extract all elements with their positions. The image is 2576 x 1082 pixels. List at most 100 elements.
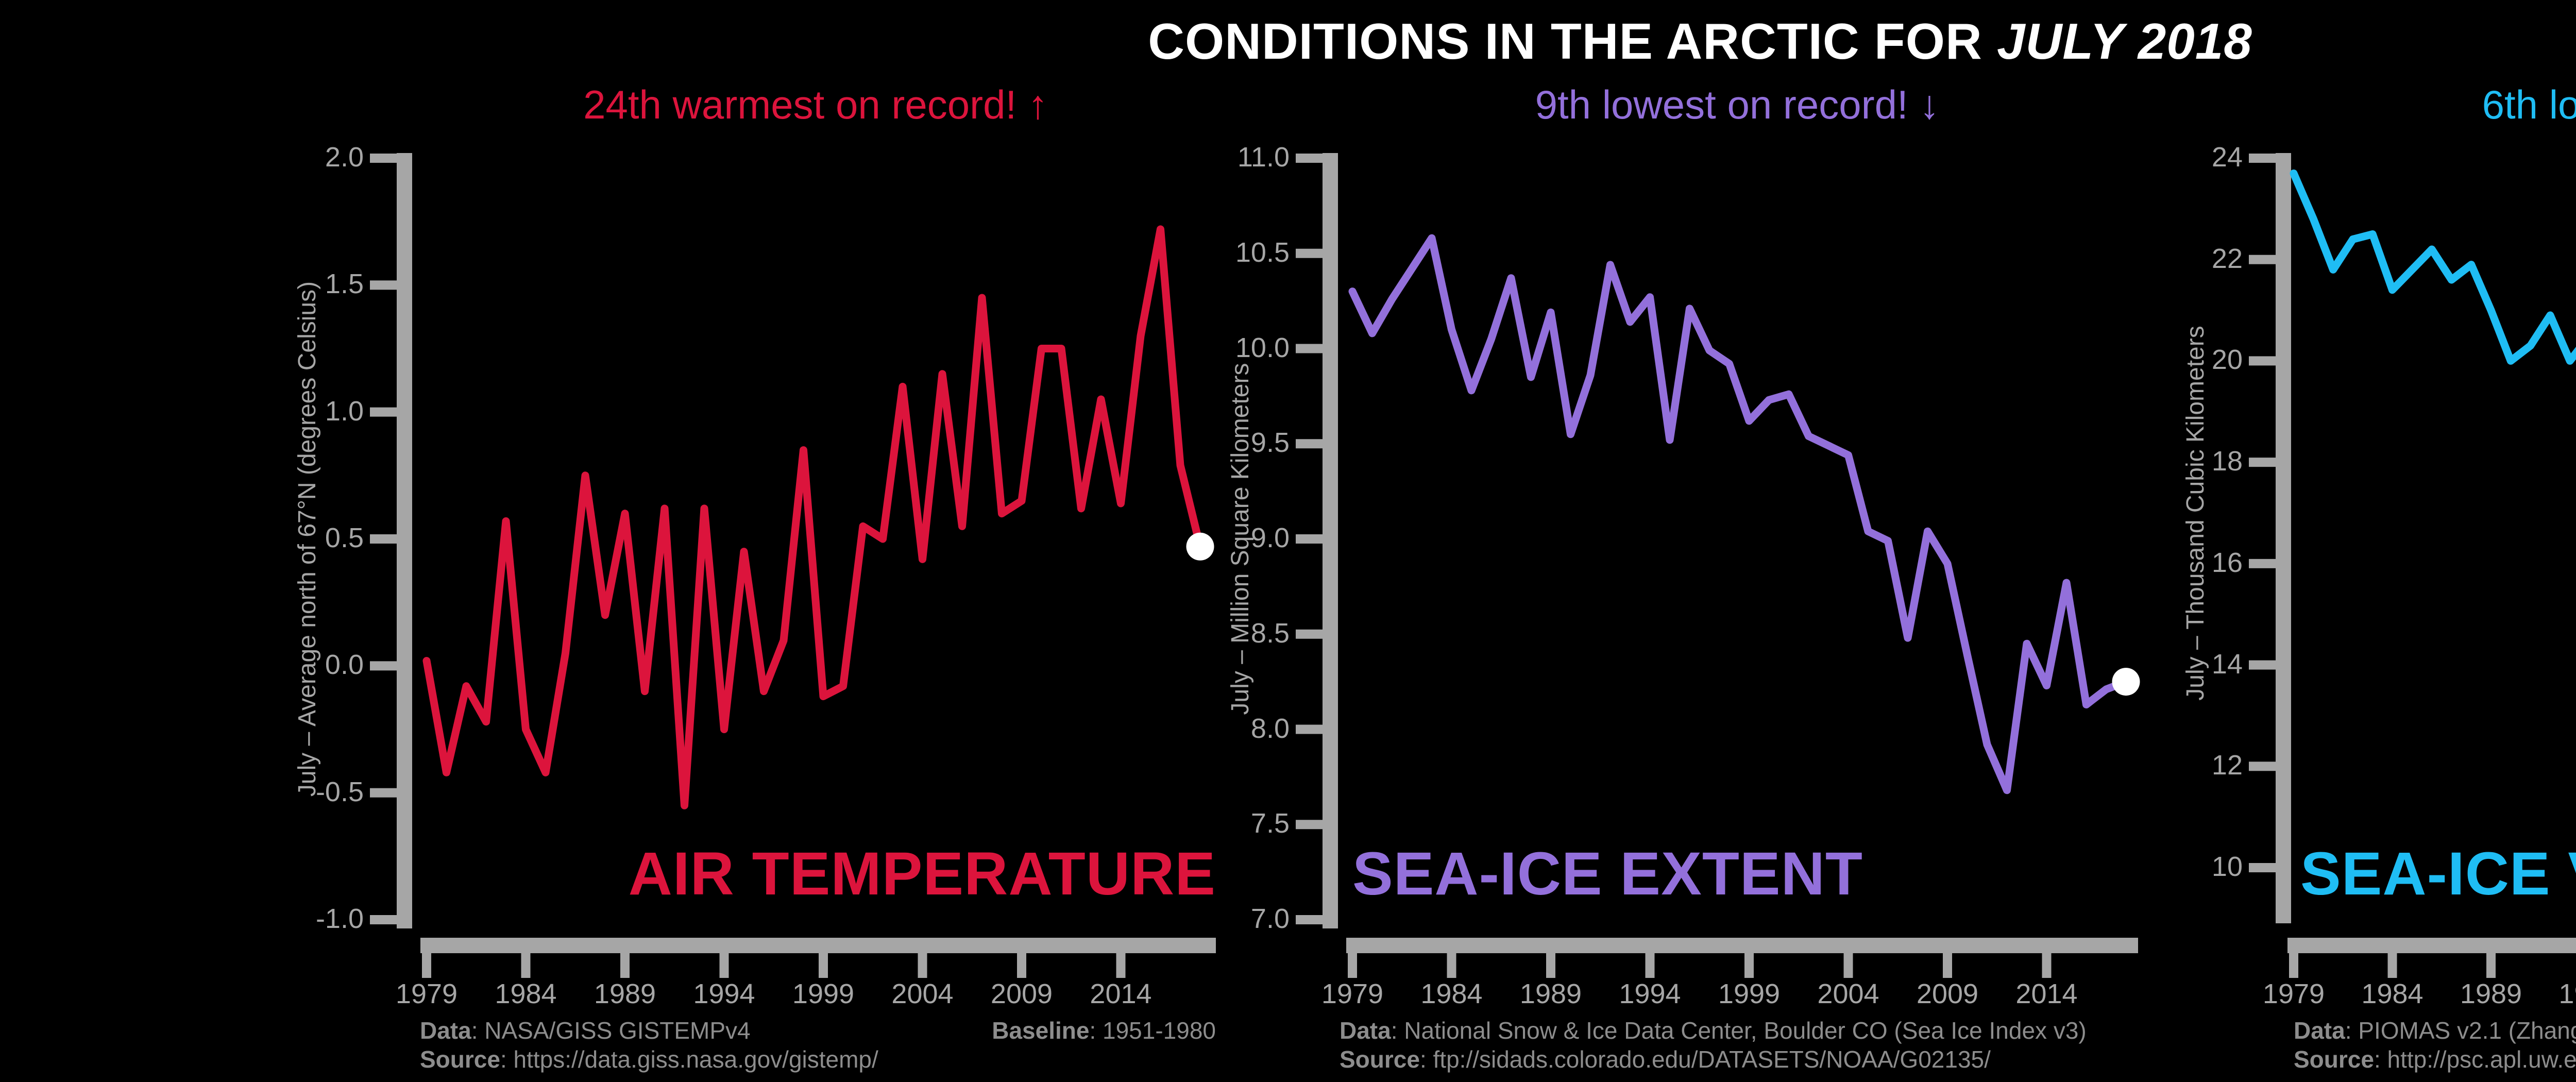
sea-ice-extent-x-tick-label: 2004	[1817, 978, 1879, 1009]
sea-ice-extent-y-tick	[1296, 154, 1323, 163]
sea-ice-extent-x-axis-spine	[1346, 938, 2138, 953]
sea-ice-extent-x-tick-label: 1984	[1420, 978, 1483, 1009]
sea-ice-volume-y-tick-label: 14	[2211, 648, 2243, 680]
air-temperature-captions: Data: NASA/GISS GISTEMPv4 Source: https:/…	[420, 1016, 878, 1074]
air-temperature-x-axis-spine	[420, 938, 1216, 953]
sea-ice-extent-y-tick-label: 10.0	[1235, 332, 1290, 363]
sea-ice-extent-x-tick	[1843, 953, 1853, 978]
sea-ice-volume-y-tick-label: 16	[2211, 547, 2243, 578]
sea-ice-volume-x-tick	[2387, 953, 2397, 978]
sea-ice-extent-y-tick-label: 10.5	[1235, 236, 1290, 268]
air-temperature-y-tick-label: 0.0	[325, 649, 364, 681]
sea-ice-volume-x-tick	[2486, 953, 2496, 978]
air-temperature-y-axis-spine	[397, 153, 412, 928]
sea-ice-extent-caption-source: Source: ftp://sidads.colorado.edu/DATASE…	[1340, 1046, 1991, 1073]
sea-ice-volume-y-axis-spine	[2276, 153, 2291, 923]
air-temperature-caption-source: Source: https://data.giss.nasa.gov/giste…	[420, 1046, 878, 1073]
sea-ice-volume-x-tick-label: 1989	[2460, 978, 2522, 1009]
air-temperature-x-tick	[819, 953, 828, 978]
sea-ice-volume-y-tick	[2249, 356, 2276, 366]
sea-ice-extent-y-tick	[1296, 534, 1323, 544]
sea-ice-volume-y-tick	[2249, 762, 2276, 771]
sea-ice-extent-caption-data: Data: National Snow & Ice Data Center, B…	[1340, 1017, 2087, 1044]
sea-ice-extent-y-tick	[1296, 915, 1323, 924]
sea-ice-extent-y-axis-title: July – Million Square Kilometers	[1227, 363, 1254, 715]
air-temperature-x-tick	[918, 953, 927, 978]
sea-ice-volume-panel-title: SEA-ICE VOLUME	[2300, 840, 2576, 908]
air-temperature-y-tick	[370, 661, 397, 671]
sea-ice-extent-last-point-marker	[2112, 668, 2140, 696]
air-temperature-y-tick-label: -0.5	[315, 776, 364, 807]
air-temperature-x-tick	[719, 953, 729, 978]
air-temperature-y-tick	[370, 407, 397, 417]
air-temperature-x-tick-label: 2014	[1090, 978, 1152, 1009]
sea-ice-extent-y-tick-label: 7.5	[1250, 808, 1290, 839]
sea-ice-volume-y-tick-label: 18	[2211, 446, 2243, 477]
figure-title: CONDITIONS IN THE ARCTIC FOR JULY 2018	[0, 12, 2576, 71]
air-temperature-x-tick-label: 1979	[395, 978, 458, 1009]
sea-ice-volume-y-tick-label: 10	[2211, 851, 2243, 882]
sea-ice-extent-y-tick	[1296, 724, 1323, 734]
air-temperature-annotation: 24th warmest on record! ↑	[583, 82, 1048, 127]
air-temperature-x-tick-label: 2009	[990, 978, 1053, 1009]
sea-ice-volume-y-axis-title: July – Thousand Cubic Kilometers	[2182, 325, 2209, 701]
sea-ice-volume-y-tick	[2249, 863, 2276, 872]
air-temperature-y-tick-label: -1.0	[315, 903, 364, 934]
air-temperature-y-tick-label: 2.0	[325, 142, 364, 173]
air-temperature-x-tick	[521, 953, 531, 978]
sea-ice-extent-x-tick-label: 2014	[2015, 978, 2078, 1009]
air-temperature-caption-data: Data: NASA/GISS GISTEMPv4	[420, 1017, 751, 1044]
air-temperature-y-tick	[370, 788, 397, 798]
air-temperature-x-tick	[1017, 953, 1026, 978]
sea-ice-extent-y-tick	[1296, 820, 1323, 830]
figure-title-prefix: CONDITIONS IN THE ARCTIC FOR	[1148, 13, 1997, 70]
sea-ice-volume-caption-source: Source: http://psc.apl.uw.edu/research/p…	[2294, 1046, 2576, 1073]
sea-ice-volume-y-tick	[2249, 660, 2276, 670]
sea-ice-extent-y-tick-label: 11.0	[1237, 142, 1290, 173]
air-temperature-x-tick-label: 1994	[693, 978, 755, 1009]
sea-ice-volume-y-tick	[2249, 154, 2276, 163]
sea-ice-extent-captions: Data: National Snow & Ice Data Center, B…	[1340, 1016, 2087, 1074]
air-temperature-y-tick	[370, 280, 397, 290]
sea-ice-volume-y-tick	[2249, 255, 2276, 264]
sea-ice-extent-x-tick	[2042, 953, 2052, 978]
sea-ice-extent-x-tick	[1447, 953, 1456, 978]
air-temperature-x-tick-label: 2004	[891, 978, 954, 1009]
air-temperature-y-tick	[370, 534, 397, 544]
sea-ice-volume-x-tick-label: 1979	[2262, 978, 2325, 1009]
air-temperature-x-tick-label: 1989	[594, 978, 656, 1009]
sea-ice-extent-x-tick-label: 1979	[1321, 978, 1384, 1009]
sea-ice-volume-x-tick-label: 1994	[2558, 978, 2576, 1009]
sea-ice-extent-y-tick-label: 9.0	[1250, 522, 1290, 553]
air-temperature-x-tick-label: 1999	[792, 978, 855, 1009]
sea-ice-extent-x-tick	[1546, 953, 1555, 978]
sea-ice-extent-x-tick	[1348, 953, 1357, 978]
sea-ice-extent-x-tick-label: 1994	[1619, 978, 1681, 1009]
air-temperature-caption-baseline: Baseline: 1951-1980	[992, 1017, 1216, 1044]
sea-ice-volume-x-tick-label: 1984	[2361, 978, 2424, 1009]
sea-ice-extent-y-tick	[1296, 439, 1323, 449]
sea-ice-extent-y-tick-label: 8.5	[1250, 617, 1290, 649]
sea-ice-volume-y-tick-label: 24	[2211, 142, 2243, 173]
figure-title-emphasis: JULY 2018	[1997, 13, 2252, 70]
air-temperature-y-axis-title: July – Average north of 67°N (degrees Ce…	[294, 281, 321, 797]
air-temperature-y-tick	[370, 154, 397, 163]
air-temperature-x-tick-label: 1984	[495, 978, 557, 1009]
sea-ice-extent-y-tick-label: 8.0	[1250, 713, 1290, 744]
sea-ice-extent-y-tick-label: 7.0	[1250, 903, 1290, 934]
sea-ice-volume-x-axis-spine	[2287, 938, 2576, 953]
air-temperature-last-point-marker	[1186, 532, 1214, 561]
sea-ice-volume-x-tick	[2289, 953, 2298, 978]
sea-ice-volume-annotation: 6th lowest on record! ↓	[2482, 82, 2576, 127]
sea-ice-volume-line-series	[2290, 170, 2576, 365]
air-temperature-x-tick	[620, 953, 630, 978]
air-temperature-y-tick	[370, 915, 397, 924]
sea-ice-volume-y-tick-label: 20	[2211, 344, 2243, 376]
air-temperature-y-tick-label: 1.0	[325, 395, 364, 427]
sea-ice-extent-x-tick	[1744, 953, 1754, 978]
air-temperature-y-tick-label: 0.5	[325, 522, 364, 553]
sea-ice-volume-captions: Data: PIOMAS v2.1 (Zhang and Rothrock, 2…	[2294, 1016, 2576, 1074]
sea-ice-volume-y-tick	[2249, 559, 2276, 568]
